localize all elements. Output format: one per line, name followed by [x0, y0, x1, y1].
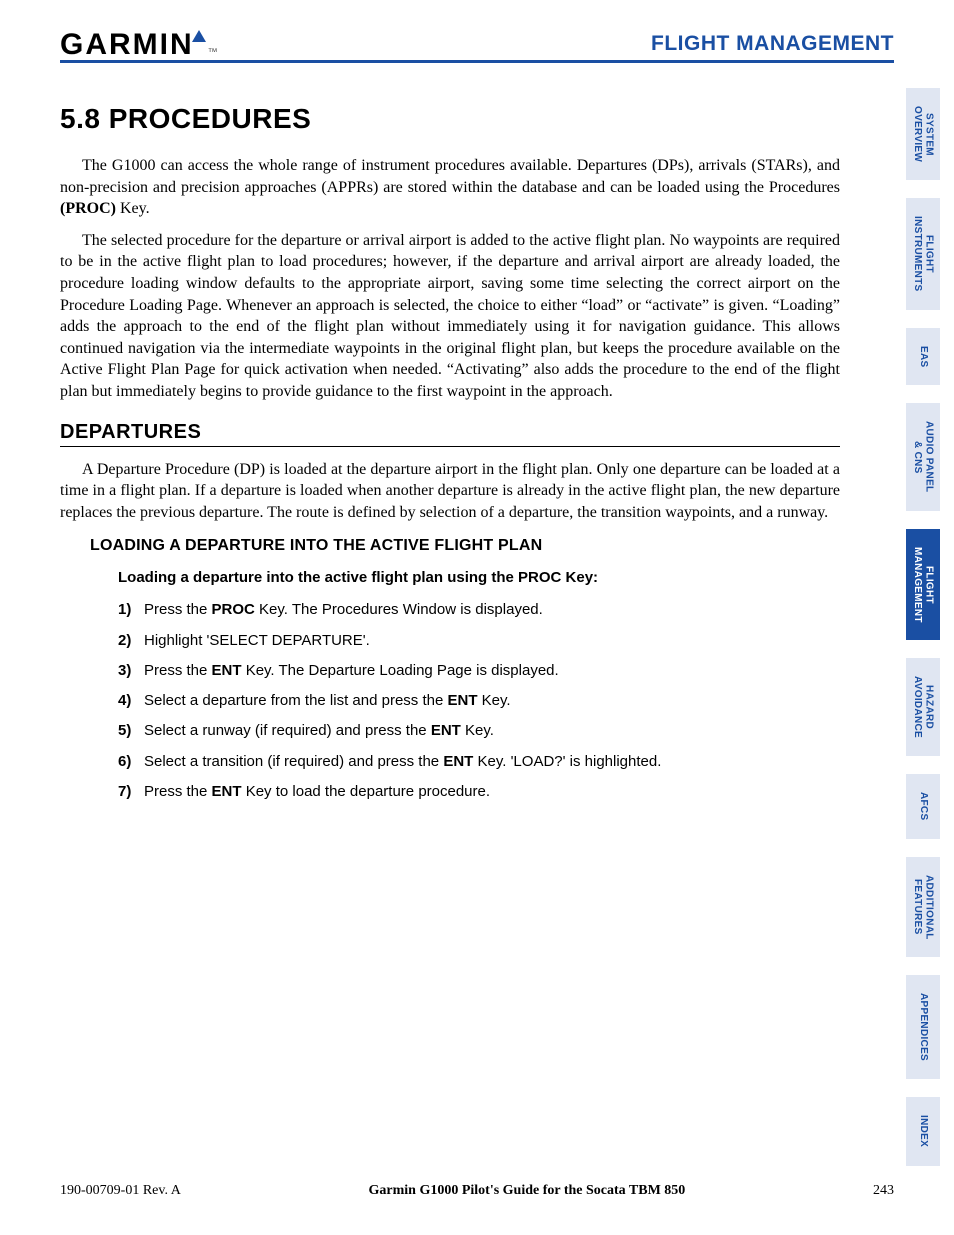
paragraph-departures: A Departure Procedure (DP) is loaded at …	[60, 459, 840, 524]
step-num: 1)	[118, 600, 144, 620]
brand-logo-triangle-icon	[192, 30, 206, 42]
step-bold: ENT	[443, 753, 473, 770]
subsubheading-loading: LOADING A DEPARTURE INTO THE ACTIVE FLIG…	[90, 537, 840, 555]
footer-guide-title: Garmin G1000 Pilot's Guide for the Socat…	[369, 1183, 686, 1199]
step-text: Press the ENT Key to load the departure …	[144, 782, 840, 802]
step-post: Key.	[478, 692, 511, 709]
step-pre: Select a departure from the list and pre…	[144, 692, 448, 709]
step-num: 7)	[118, 782, 144, 802]
step-5: 5)Select a runway (if required) and pres…	[118, 721, 840, 741]
step-post: Key. The Procedures Window is displayed.	[255, 601, 543, 618]
leadline-a: Loading a departure into the active flig…	[118, 569, 518, 586]
step-text: Select a runway (if required) and press …	[144, 721, 840, 741]
tab-appendices[interactable]: APPENDICES	[906, 975, 940, 1079]
tab-afcs[interactable]: AFCS	[906, 774, 940, 838]
step-text: Press the ENT Key. The Departure Loading…	[144, 661, 840, 681]
step-post: Key. The Departure Loading Page is displ…	[242, 662, 559, 679]
paragraph-intro-1: The G1000 can access the whole range of …	[60, 155, 840, 220]
step-post: Key.	[461, 722, 494, 739]
page-header: GARMIN ™ FLIGHT MANAGEMENT	[60, 30, 894, 63]
tab-index[interactable]: INDEX	[906, 1097, 940, 1165]
step-bold: ENT	[448, 692, 478, 709]
leadline-b: PROC	[518, 569, 561, 586]
tab-flight-management[interactable]: FLIGHTMANAGEMENT	[906, 529, 940, 641]
step-num: 2)	[118, 631, 144, 651]
paragraph-intro-2: The selected procedure for the departure…	[60, 230, 840, 403]
step-pre: Press the	[144, 783, 212, 800]
step-text: Select a departure from the list and pre…	[144, 691, 840, 711]
step-pre: Select a transition (if required) and pr…	[144, 753, 443, 770]
tab-audio-panel-cns[interactable]: AUDIO PANEL& CNS	[906, 403, 940, 510]
brand-logo: GARMIN ™	[60, 30, 216, 60]
steps-list: 1)Press the PROC Key. The Procedures Win…	[118, 600, 840, 802]
step-1: 1)Press the PROC Key. The Procedures Win…	[118, 600, 840, 620]
subheading-departures: DEPARTURES	[60, 421, 840, 447]
step-4: 4)Select a departure from the list and p…	[118, 691, 840, 711]
side-tabs: SYSTEMOVERVIEW FLIGHTINSTRUMENTS EAS AUD…	[906, 88, 940, 1166]
page-footer: 190-00709-01 Rev. A Garmin G1000 Pilot's…	[60, 1183, 894, 1199]
chapter-title: FLIGHT MANAGEMENT	[651, 32, 894, 60]
tab-system-overview[interactable]: SYSTEMOVERVIEW	[906, 88, 940, 180]
step-3: 3)Press the ENT Key. The Departure Loadi…	[118, 661, 840, 681]
step-num: 5)	[118, 721, 144, 741]
step-bold: ENT	[431, 722, 461, 739]
step-bold: ENT	[212, 662, 242, 679]
step-pre: Press the	[144, 662, 212, 679]
step-bold: ENT	[212, 783, 242, 800]
step-text: Press the PROC Key. The Procedures Windo…	[144, 600, 840, 620]
step-text: Highlight 'SELECT DEPARTURE'.	[144, 631, 840, 651]
tab-flight-instruments[interactable]: FLIGHTINSTRUMENTS	[906, 198, 940, 310]
step-7: 7)Press the ENT Key to load the departur…	[118, 782, 840, 802]
step-text: Select a transition (if required) and pr…	[144, 752, 840, 772]
footer-page-number: 243	[873, 1183, 894, 1199]
step-pre: Highlight 'SELECT DEPARTURE'.	[144, 632, 370, 649]
step-num: 4)	[118, 691, 144, 711]
step-post: Key. 'LOAD?' is highlighted.	[473, 753, 661, 770]
step-post: Key to load the departure procedure.	[242, 783, 491, 800]
step-2: 2)Highlight 'SELECT DEPARTURE'.	[118, 631, 840, 651]
step-6: 6)Select a transition (if required) and …	[118, 752, 840, 772]
para1-text-c: Key.	[116, 200, 150, 217]
step-num: 6)	[118, 752, 144, 772]
brand-logo-letters: GARMIN	[60, 30, 194, 60]
step-pre: Select a runway (if required) and press …	[144, 722, 431, 739]
para1-text-a: The G1000 can access the whole range of …	[60, 157, 840, 196]
step-num: 3)	[118, 661, 144, 681]
page: GARMIN ™ FLIGHT MANAGEMENT SYSTEMOVERVIEW…	[0, 0, 954, 1235]
section-heading: 5.8 PROCEDURES	[60, 103, 840, 135]
step-bold: PROC	[212, 601, 255, 618]
tab-additional-features[interactable]: ADDITIONALFEATURES	[906, 857, 940, 958]
step-pre: Press the	[144, 601, 212, 618]
procedure-leadline: Loading a departure into the active flig…	[118, 569, 840, 586]
para1-text-b: (PROC)	[60, 200, 116, 217]
tab-hazard-avoidance[interactable]: HAZARDAVOIDANCE	[906, 658, 940, 756]
brand-logo-text: GARMIN ™	[60, 30, 216, 60]
content-body: 5.8 PROCEDURES The G1000 can access the …	[60, 103, 840, 802]
leadline-c: Key:	[561, 569, 598, 586]
trademark-symbol: ™	[208, 48, 218, 58]
footer-revision: 190-00709-01 Rev. A	[60, 1183, 181, 1199]
tab-eas[interactable]: EAS	[906, 328, 940, 385]
